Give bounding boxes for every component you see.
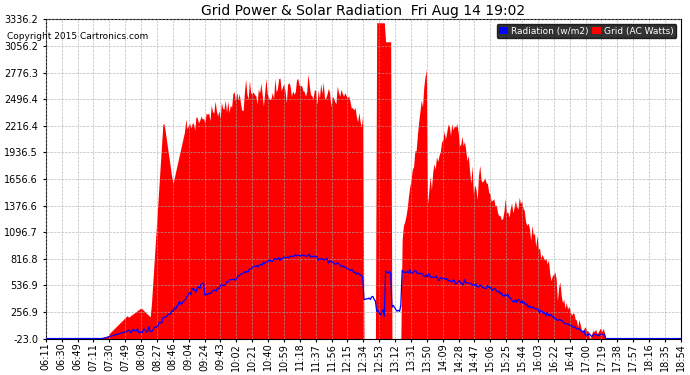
Title: Grid Power & Solar Radiation  Fri Aug 14 19:02: Grid Power & Solar Radiation Fri Aug 14 … (201, 4, 525, 18)
Legend: Radiation (w/m2), Grid (AC Watts): Radiation (w/m2), Grid (AC Watts) (497, 24, 676, 38)
Text: Copyright 2015 Cartronics.com: Copyright 2015 Cartronics.com (7, 32, 148, 41)
